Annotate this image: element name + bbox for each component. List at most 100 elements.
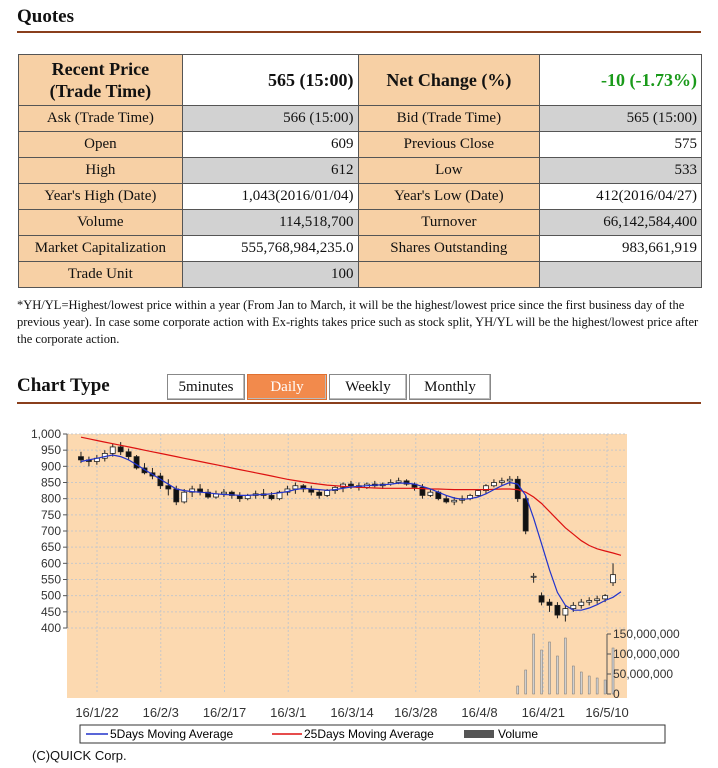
candlestick (125, 448, 132, 460)
volume-bar (532, 633, 535, 695)
date-tick-label: 16/2/3 (143, 705, 179, 720)
volume-bar (595, 677, 599, 695)
date-tick-label: 16/3/28 (394, 705, 437, 720)
price-tick-label: 850 (41, 476, 61, 490)
candle-body (316, 491, 323, 496)
copyright: (C)QUICK Corp. (32, 748, 127, 763)
candle-body (221, 491, 227, 495)
row-value: 114,518,700 (181, 209, 359, 236)
volume-tick-label: 100,000,000 (613, 647, 680, 661)
price-tick-label: 600 (41, 556, 61, 570)
chart-type-tabs: 5minutes Daily Weekly Monthly (167, 374, 493, 400)
candle-body (165, 485, 172, 490)
row-value: 555,768,984,235.0 (181, 235, 359, 262)
candlestick (554, 602, 561, 619)
volume-tick-label: 50,000,000 (613, 667, 673, 681)
date-tick-label: 16/2/17 (203, 705, 246, 720)
volume-axis: 150,000,000 100,000,000 50,000,000 0 (606, 627, 680, 701)
volume-tick-label: 0 (613, 687, 620, 701)
candle-body (498, 480, 505, 483)
candle-body (117, 446, 124, 453)
chart-grid (67, 433, 627, 694)
table-row: High 612 Low 533 (18, 157, 702, 184)
candle-body (594, 598, 601, 601)
candle-body (530, 575, 537, 578)
ma5-line (80, 454, 622, 611)
candle-body (610, 574, 616, 584)
candlestick (610, 563, 616, 586)
candlestick (316, 488, 323, 499)
candlestick (133, 455, 140, 470)
volume-bar (587, 675, 591, 695)
table-row: Open 609 Previous Close 575 (18, 131, 702, 158)
volume-bar (540, 649, 543, 695)
tab-daily[interactable]: Daily (247, 374, 327, 400)
volume-bar (611, 647, 615, 695)
candlestick (491, 479, 497, 488)
candle-body (292, 485, 299, 490)
candle-body (451, 499, 458, 503)
recent-price-label: Recent Price (Trade Time) (18, 54, 183, 106)
candle-body (324, 490, 331, 496)
volume-tick-label: 150,000,000 (613, 627, 680, 641)
row-label: Year's Low (Date) (357, 183, 541, 210)
candlestick (522, 495, 529, 535)
tab-weekly[interactable]: Weekly (329, 374, 407, 400)
price-axis: 1,000 950 900 850 800 750 700 650 600 550 500 450 40… (31, 427, 68, 635)
chart-type-title: Chart Type (17, 375, 110, 396)
row-label: Shares Outstanding (357, 235, 541, 262)
quotes-title-rule (17, 31, 701, 33)
price-tick-label: 750 (41, 508, 61, 522)
recent-price-label-line1: Recent Price (51, 59, 150, 79)
row-value: 983,661,919 (539, 235, 702, 262)
row-value: 565 (15:00) (539, 105, 702, 132)
price-tick-label: 550 (41, 573, 61, 587)
row-label: Year's High (Date) (18, 183, 183, 210)
tab-5minutes[interactable]: 5minutes (167, 374, 245, 400)
candle-body (475, 490, 481, 496)
candlestick (562, 605, 569, 622)
tab-monthly[interactable]: Monthly (409, 374, 491, 400)
candle-body (570, 604, 577, 610)
row-value: 66,142,584,400 (539, 209, 702, 236)
row-label: Turnover (357, 209, 541, 236)
price-tick-label: 800 (41, 492, 61, 506)
volume-bar (580, 671, 583, 695)
candle-body (419, 486, 426, 496)
candle-body (348, 483, 354, 487)
candlestick (546, 598, 553, 612)
candle-body (395, 480, 402, 483)
row-label (357, 261, 541, 288)
date-tick-label: 16/5/10 (585, 705, 628, 720)
candle-body (546, 601, 553, 606)
net-change-value: -10 (-1.73%) (539, 54, 702, 106)
row-label: High (18, 157, 183, 184)
candle-body (205, 491, 211, 498)
row-label: Bid (Trade Time) (357, 105, 541, 132)
date-axis: 16/1/22 16/2/3 16/2/17 16/3/1 16/3/14 16/3/28… (75, 705, 628, 720)
candlestick (117, 442, 124, 456)
candle-body (109, 446, 116, 454)
candle-body (133, 456, 140, 469)
date-tick-label: 16/1/22 (75, 705, 118, 720)
legend-volume-label: Volume (498, 727, 538, 741)
chart-legend: 5Days Moving Average 25Days Moving Avera… (79, 724, 666, 744)
price-tick-label: 650 (41, 540, 61, 554)
table-row: Trade Unit 100 (18, 261, 702, 288)
price-tick-label: 1,000 (31, 427, 61, 441)
candle-body (483, 485, 489, 491)
candlestick (594, 595, 601, 604)
candle-body (78, 456, 84, 461)
candlestick (578, 598, 585, 609)
row-value: 412(2016/04/27) (539, 183, 702, 210)
candlestick (506, 476, 513, 486)
date-tick-label: 16/3/1 (270, 705, 306, 720)
yh-yl-footnote: *YH/YL=Highest/lowest price within a yea… (17, 298, 699, 346)
date-tick-label: 16/3/14 (330, 705, 373, 720)
quotes-header-row: Recent Price (Trade Time) 565 (15:00) Ne… (18, 54, 702, 106)
volume-bar (516, 685, 519, 695)
candle-body (181, 491, 188, 503)
row-value: 100 (181, 261, 359, 288)
candle-body (538, 595, 545, 603)
row-value: 566 (15:00) (181, 105, 359, 132)
